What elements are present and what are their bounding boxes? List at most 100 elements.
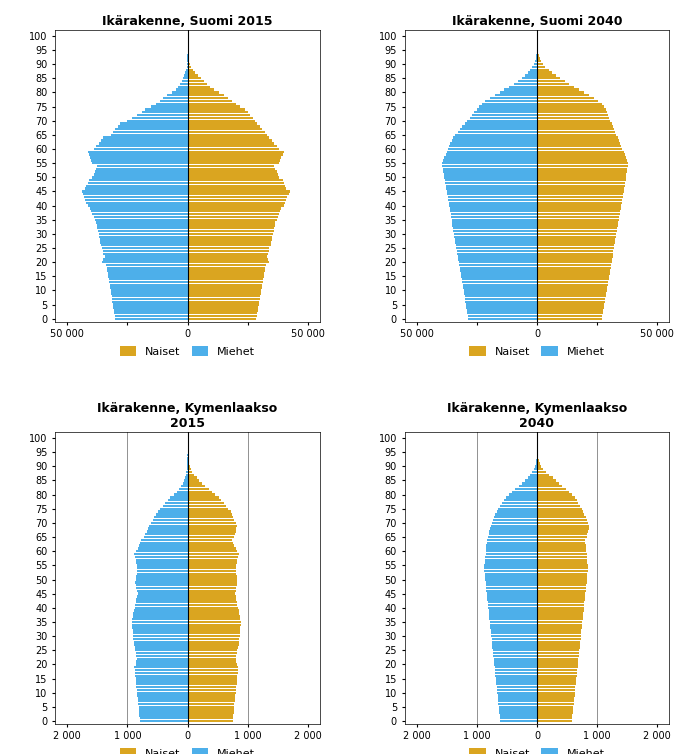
Bar bbox=[537, 77, 560, 79]
Bar bbox=[139, 706, 188, 708]
Bar bbox=[537, 196, 622, 198]
Bar bbox=[139, 544, 188, 547]
Bar bbox=[188, 233, 273, 235]
Bar bbox=[188, 465, 190, 467]
Bar bbox=[537, 303, 604, 306]
Bar bbox=[537, 235, 616, 238]
Bar bbox=[188, 711, 234, 714]
Bar bbox=[188, 567, 236, 569]
Bar bbox=[443, 167, 537, 170]
Bar bbox=[495, 675, 537, 677]
Bar bbox=[188, 581, 237, 584]
Bar bbox=[134, 643, 188, 646]
Bar bbox=[88, 204, 188, 207]
Bar bbox=[188, 621, 241, 623]
Bar bbox=[137, 572, 188, 575]
Bar bbox=[484, 561, 537, 564]
Bar bbox=[188, 103, 236, 105]
Bar bbox=[467, 312, 537, 314]
Bar bbox=[537, 525, 589, 527]
Bar bbox=[537, 210, 620, 213]
Bar bbox=[188, 145, 277, 147]
Bar bbox=[533, 468, 537, 470]
Bar bbox=[484, 567, 537, 569]
Bar bbox=[537, 156, 626, 158]
Bar bbox=[525, 480, 537, 482]
Bar bbox=[537, 457, 538, 459]
Bar bbox=[188, 643, 239, 646]
Bar bbox=[161, 507, 188, 510]
Bar bbox=[188, 541, 233, 544]
Bar bbox=[112, 301, 188, 303]
Bar bbox=[188, 632, 240, 635]
Bar bbox=[188, 241, 271, 244]
Bar bbox=[466, 301, 537, 303]
Bar bbox=[535, 57, 537, 60]
Bar bbox=[108, 272, 188, 274]
Bar bbox=[115, 312, 188, 314]
Bar bbox=[188, 470, 193, 474]
Bar bbox=[537, 480, 555, 482]
Bar bbox=[537, 649, 580, 651]
Bar bbox=[457, 131, 537, 133]
Bar bbox=[537, 264, 611, 266]
Bar bbox=[537, 522, 588, 524]
Bar bbox=[509, 493, 537, 496]
Bar bbox=[188, 615, 240, 618]
Bar bbox=[537, 700, 574, 703]
Bar bbox=[537, 675, 577, 677]
Bar bbox=[86, 185, 188, 187]
Bar bbox=[537, 119, 611, 122]
Bar bbox=[537, 139, 619, 142]
Bar bbox=[104, 253, 188, 255]
Bar bbox=[181, 80, 188, 82]
Bar bbox=[188, 227, 274, 229]
Bar bbox=[188, 179, 283, 182]
Bar bbox=[489, 530, 537, 532]
Bar bbox=[188, 72, 195, 74]
Bar bbox=[537, 488, 566, 490]
Bar bbox=[492, 643, 537, 646]
Bar bbox=[188, 139, 272, 142]
Bar bbox=[537, 632, 581, 635]
Bar bbox=[188, 199, 286, 201]
Bar bbox=[188, 544, 235, 547]
Bar bbox=[537, 54, 539, 57]
Bar bbox=[495, 677, 537, 680]
Bar bbox=[498, 703, 537, 705]
Bar bbox=[498, 697, 537, 700]
Bar bbox=[442, 162, 537, 164]
Bar bbox=[134, 609, 188, 611]
Bar bbox=[186, 474, 188, 476]
Bar bbox=[174, 493, 188, 496]
Bar bbox=[188, 485, 205, 487]
Bar bbox=[537, 216, 619, 218]
Bar bbox=[537, 278, 609, 280]
Bar bbox=[537, 621, 582, 623]
Bar bbox=[500, 711, 537, 714]
Bar bbox=[537, 550, 586, 553]
Bar bbox=[137, 694, 188, 697]
Bar bbox=[485, 556, 537, 558]
Bar bbox=[453, 230, 537, 232]
Bar bbox=[137, 596, 188, 598]
Bar bbox=[537, 148, 622, 150]
Bar bbox=[525, 74, 537, 77]
Bar bbox=[108, 275, 188, 277]
Bar bbox=[188, 247, 269, 250]
Title: Ikärakenne, Kymenlaakso
2015: Ikärakenne, Kymenlaakso 2015 bbox=[97, 402, 277, 430]
Bar bbox=[135, 669, 188, 671]
Bar bbox=[522, 77, 537, 79]
Bar bbox=[181, 485, 188, 487]
Bar bbox=[537, 295, 606, 297]
Bar bbox=[137, 567, 188, 569]
Bar bbox=[188, 264, 266, 266]
Bar bbox=[135, 672, 188, 674]
Bar bbox=[537, 222, 618, 224]
Bar bbox=[188, 601, 237, 603]
Bar bbox=[446, 190, 537, 193]
Bar bbox=[537, 504, 580, 507]
Bar bbox=[466, 306, 537, 308]
Bar bbox=[444, 173, 537, 176]
Bar bbox=[486, 584, 537, 587]
